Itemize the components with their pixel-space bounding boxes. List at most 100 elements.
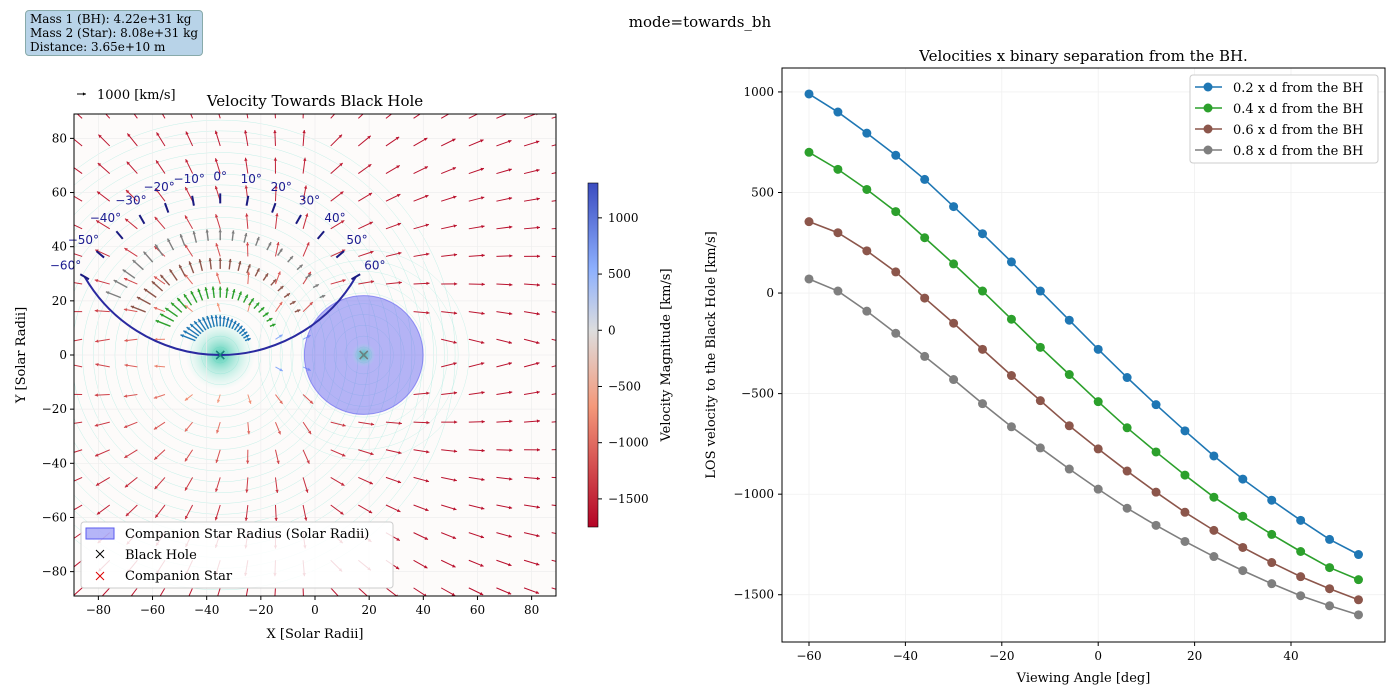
field-arrow-head [452,535,457,539]
field-arrow-head [244,517,248,521]
field-arrow-head [423,109,426,112]
colorbar-tick-label: 1000 [608,211,639,225]
field-arrow [551,172,556,175]
y-tick-label: 80 [52,131,67,145]
field-arrow-head [481,477,485,482]
y-tick-label: −1000 [733,487,774,501]
field-arrow-head [452,195,457,199]
data-point [1209,451,1219,461]
companion-star-marker-overlay [359,350,369,360]
y-axis-label: Y [Solar Radii] [14,307,29,404]
field-arrow-head [67,363,70,366]
field-arrow-head [508,562,512,567]
field-arrow [74,504,83,511]
field-arrow-head [214,185,219,190]
field-arrow [101,587,111,596]
field-arrow-head [274,185,278,189]
field-arrow-head [307,367,311,371]
field-arrow-head [123,277,128,282]
field-arrow-head [564,391,567,394]
ring-arrow-0.2-head [218,315,222,319]
arc-angle-label: −30° [115,193,146,207]
ring-arrow-0.8-head [179,234,184,238]
field-arrow-head [480,506,485,510]
field-arrow-head [341,453,346,457]
ring-arrow-0.2-head [180,334,184,338]
legend-label: Companion Star [125,569,233,584]
field-arrow-head [186,104,189,107]
field-arrow-head [244,600,247,603]
field-arrow-head [244,130,248,134]
data-point [1296,515,1306,525]
ring-arrow-0.8-head [256,236,260,241]
ring-arrow-0.4-head [171,302,175,306]
field-arrow-head [425,194,429,199]
field-arrow-head [279,368,283,372]
field-arrow-head [216,302,221,307]
data-point [1122,503,1132,513]
y-tick-label: 60 [52,186,67,200]
field-arrow-head [245,213,249,217]
field-arrow [159,587,166,596]
data-point [1296,546,1306,556]
ring-arrow-0.8-head [244,232,248,237]
field-arrow-head [564,198,567,201]
field-arrow-head [94,309,98,313]
field-arrow-head [185,186,189,191]
data-point [1325,534,1335,544]
field-arrow-head [214,214,219,218]
field-arrow [357,114,364,119]
field-arrow-head [426,281,430,286]
field-arrow [551,311,556,313]
ring-arrow-0.6-head [143,288,148,292]
arc-angle-label: 0° [213,169,227,183]
arc-tick [351,273,361,281]
data-point [978,286,988,296]
colorbar-label: Velocity Magnitude [km/s] [659,268,674,442]
data-point [1238,566,1248,576]
field-arrow-head [564,505,567,508]
ring-arrow-0.2-head [236,323,240,327]
ring-arrow-0.2-head [194,321,198,325]
field-arrow-head [66,280,69,283]
field-arrow-head [215,272,220,276]
ring-arrow-0.6-head [218,257,222,261]
x-tick-label: 0 [1094,649,1102,663]
data-point [804,274,814,284]
ring-arrow-0.4-head [165,307,169,312]
ring-arrow-0.4-head [250,298,254,302]
field-arrow [74,532,83,539]
field-arrow-head [154,216,158,221]
ring-arrow-0.2-head [210,315,214,319]
field-arrow [551,587,556,590]
field-arrow-head [480,362,485,366]
ring-arrow-0.6-head [179,264,183,269]
data-point [1006,257,1016,267]
field-arrow-head [536,448,541,452]
field-arrow [74,195,83,202]
field-arrow-head [395,566,400,570]
field-arrow-head [564,362,567,365]
field-arrow-head [123,308,128,312]
legend-label: 0.6 x d from the BH [1233,123,1363,138]
field-arrow-head [509,283,513,287]
ring-arrow-0.4-head [160,313,164,317]
data-point [1267,529,1277,539]
data-point [1151,447,1161,457]
data-point [1035,396,1045,406]
data-point [920,233,930,243]
field-arrow-head [153,395,158,399]
ring-arrow-0.6-head [280,285,284,290]
field-arrow-head [508,196,513,201]
field-arrow-head [214,158,219,162]
data-point [920,293,930,303]
field-arrow-head [481,282,485,287]
field-arrow-head [303,157,307,161]
ring-arrow-0.6-head [264,273,269,277]
field-arrow-head [125,512,130,517]
field-arrow-head [536,168,540,173]
data-point [1035,342,1045,352]
ring-arrow-0.4-head [268,318,273,322]
field-arrow-head [508,311,513,316]
field-arrow-head [95,363,99,367]
